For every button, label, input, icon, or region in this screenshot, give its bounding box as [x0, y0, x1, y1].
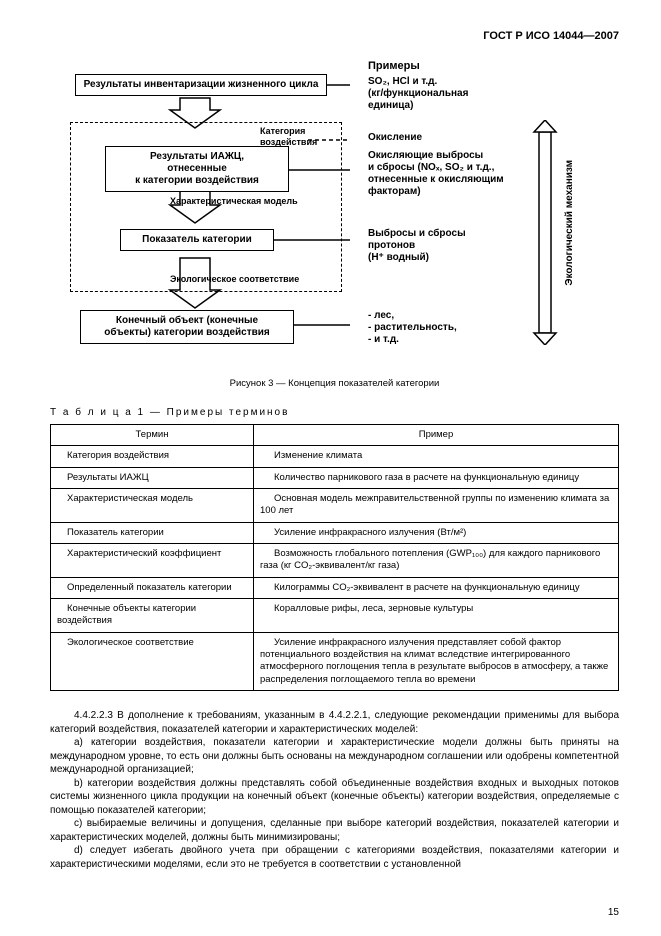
figure-3-diagram: Результаты инвентаризации жизненного цик… [50, 60, 619, 370]
table-header-example: Пример [254, 425, 619, 446]
label-category: Категория воздействия [260, 126, 317, 148]
box4-l1: Конечный объект (конечные [116, 315, 258, 326]
label-env: Экологическое соответствие [170, 274, 299, 285]
diagram-box-indicator: Показатель категории [120, 229, 274, 251]
term-cell: Характеристический коэффициент [51, 544, 254, 578]
table-row: Характеристическая модельОсновная модель… [51, 489, 619, 523]
para-3: b) категории воздействия должны представ… [50, 777, 619, 818]
example-2: Окисление [368, 132, 422, 144]
para-5: d) следует избегать двойного учета при о… [50, 844, 619, 871]
page-number: 15 [608, 907, 619, 918]
vertical-label: Экологический механизм [564, 160, 575, 286]
diagram-box-endpoint: Конечный объект (конечные объекты) катег… [80, 310, 294, 344]
example-cell: Возможность глобального потепления (GWP₁… [254, 544, 619, 578]
example-cell: Усиление инфракрасного излучения (Вт/м²) [254, 522, 619, 543]
examples-title: Примеры [368, 60, 420, 73]
box2-l3: к категории воздействия [135, 175, 259, 186]
table-row: Характеристический коэффициентВозможност… [51, 544, 619, 578]
table-header-term: Термин [51, 425, 254, 446]
doc-id: ГОСТ Р ИСО 14044—2007 [50, 30, 619, 42]
example-cell: Килограммы CO₂-эквивалент в расчете на ф… [254, 577, 619, 598]
term-cell: Конечные объекты категории воздействия [51, 599, 254, 633]
page: ГОСТ Р ИСО 14044—2007 [0, 0, 661, 936]
term-cell: Определенный показатель категории [51, 577, 254, 598]
body-text: 4.4.2.2.3 В дополнение к требованиям, ук… [50, 709, 619, 871]
term-cell: Экологическое соответствие [51, 632, 254, 690]
terms-table: Термин Пример Категория воздействияИзмен… [50, 424, 619, 691]
box2-l1: Результаты ИАЖЦ, [150, 151, 244, 162]
example-cell: Основная модель межправительственной гру… [254, 489, 619, 523]
diagram-box-iazh: Результаты ИАЖЦ, отнесенные к категории … [105, 146, 289, 192]
example-4: Выбросы и сбросы протонов (H⁺ водный) [368, 228, 466, 264]
term-cell: Показатель категории [51, 522, 254, 543]
example-1: SO₂, HCl и т.д. (кг/функциональная едини… [368, 76, 468, 112]
example-cell: Коралловые рифы, леса, зерновые культуры [254, 599, 619, 633]
table-caption: Т а б л и ц а 1 — Примеры терминов [50, 407, 619, 418]
example-cell: Изменение климата [254, 446, 619, 467]
label-cat-1: Категория [260, 126, 305, 136]
vertical-double-arrow-icon [530, 120, 560, 345]
box1-text: Результаты инвентаризации жизненного цик… [84, 79, 319, 90]
label-cat-2: воздействия [260, 137, 317, 147]
diagram-box-inventory: Результаты инвентаризации жизненного цик… [75, 74, 327, 96]
table-row: Категория воздействияИзменение климата [51, 446, 619, 467]
table-row: Конечные объекты категории воздействияКо… [51, 599, 619, 633]
para-4: c) выбираемые величины и допущения, сдел… [50, 817, 619, 844]
box3-text: Показатель категории [142, 234, 252, 245]
example-cell: Количество парникового газа в расчете на… [254, 467, 619, 488]
term-cell: Категория воздействия [51, 446, 254, 467]
label-model: Характеристическая модель [170, 196, 298, 207]
example-cell: Усиление инфракрасного излучения предста… [254, 632, 619, 690]
para-1: 4.4.2.2.3 В дополнение к требованиям, ук… [50, 709, 619, 736]
example-5: - лес, - растительность, - и т.д. [368, 310, 457, 346]
example-3: Окисляющие выбросы и сбросы (NOₓ, SO₂ и … [368, 150, 504, 198]
table-row: Результаты ИАЖЦКоличество парникового га… [51, 467, 619, 488]
figure-caption: Рисунок 3 — Концепция показателей катего… [50, 378, 619, 389]
box2-l2: отнесенные [167, 163, 227, 174]
table-row: Показатель категорииУсиление инфракрасно… [51, 522, 619, 543]
table-row: Экологическое соответствиеУсиление инфра… [51, 632, 619, 690]
term-cell: Характеристическая модель [51, 489, 254, 523]
box4-l2: объекты) категории воздействия [104, 327, 270, 338]
table-row: Определенный показатель категорииКилогра… [51, 577, 619, 598]
para-2: a) категории воздействия, показатели кат… [50, 736, 619, 777]
term-cell: Результаты ИАЖЦ [51, 467, 254, 488]
